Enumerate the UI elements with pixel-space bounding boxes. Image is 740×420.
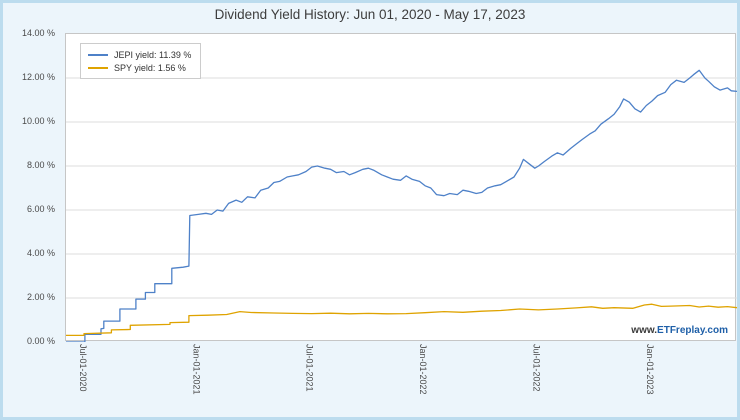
spy-line-swatch-icon — [88, 66, 108, 69]
x-axis: Jul-01-2020 Jan-01-2021 Jul-01-2021 Jan-01-… — [65, 344, 736, 414]
x-tick-label: Jan-01-2023 — [644, 344, 655, 395]
legend-item-spy: SPY yield: 1.56 % — [88, 61, 191, 74]
y-tick-label: 14.00 % — [21, 28, 55, 38]
x-tick-label: Jul-01-2022 — [531, 344, 542, 392]
chart-svg — [66, 69, 737, 342]
page-title: Dividend Yield History: Jun 01, 2020 - M… — [214, 7, 526, 22]
x-tick-label: Jul-01-2021 — [304, 344, 315, 392]
y-tick-label: 2.00 % — [26, 292, 55, 302]
watermark-prefix: www. — [631, 325, 658, 336]
y-tick-label: 10.00 % — [21, 116, 55, 126]
y-tick-label: 0.00 % — [26, 336, 55, 346]
legend-item-jepi: JEPI yield: 11.39 % — [88, 48, 191, 61]
chart-legend: JEPI yield: 11.39 % SPY yield: 1.56 % — [80, 43, 202, 79]
plot-area: JEPI yield: 11.39 % SPY yield: 1.56 % ww… — [65, 33, 737, 342]
etfreplay-watermark-link[interactable]: www.ETFreplay.com — [631, 325, 728, 336]
legend-label-spy: SPY yield: 1.56 % — [114, 62, 186, 73]
watermark-brand: ETFreplay.com — [657, 325, 728, 336]
y-tick-label: 6.00 % — [26, 204, 55, 214]
x-tick-label: Jul-01-2020 — [77, 344, 88, 392]
y-axis: 0.00 % 2.00 % 4.00 % 6.00 % 8.00 % 10.00 % 12.… — [3, 28, 61, 346]
y-tick-label: 12.00 % — [21, 72, 55, 82]
y-tick-label: 4.00 % — [26, 248, 55, 258]
x-tick-label: Jan-01-2021 — [191, 344, 202, 395]
legend-label-jepi: JEPI yield: 11.39 % — [114, 49, 192, 60]
jepi-line-swatch-icon — [88, 53, 108, 56]
x-tick-label: Jan-01-2022 — [418, 344, 429, 395]
y-tick-label: 8.00 % — [26, 160, 55, 170]
